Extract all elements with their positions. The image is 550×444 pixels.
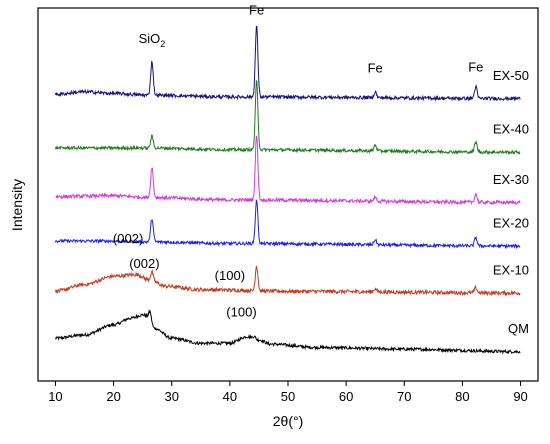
x-tick-label: 60 (339, 389, 353, 404)
y-axis-title: Intensity (9, 179, 25, 231)
peak-annotation: Fe (468, 60, 483, 75)
series-traces (54, 25, 521, 355)
x-tick-label: 80 (455, 389, 469, 404)
x-tick-label: 30 (164, 389, 178, 404)
series-label-ex-50: EX-50 (493, 68, 529, 83)
peak-annotation: SiO2 (139, 31, 166, 49)
peak-annotation: Fe (368, 61, 383, 76)
peak-annotation: (100) (226, 305, 256, 320)
series-label-qm: QM (508, 321, 529, 336)
trace-ex-20 (54, 199, 521, 250)
trace-ex-30 (55, 135, 521, 206)
peak-annotation: (002) (129, 256, 159, 271)
trace-ex-40 (54, 79, 521, 156)
series-label-ex-30: EX-30 (493, 172, 529, 187)
x-tick-label: 40 (223, 389, 237, 404)
trace-qm (54, 308, 521, 355)
x-axis-title: 2θ(°) (273, 413, 304, 429)
x-tick-label: 10 (48, 389, 62, 404)
series-label-ex-20: EX-20 (493, 216, 529, 231)
x-tick-label: 70 (397, 389, 411, 404)
x-axis-ticks: 10 20 30 40 50 60 70 80 90 (48, 381, 528, 404)
x-tick-label: 90 (513, 389, 527, 404)
series-label-ex-40: EX-40 (493, 122, 529, 137)
peak-annotation: Fe (249, 3, 264, 18)
peak-annotations: SiO2 Fe Fe Fe (002) (100) (002) (100) (113, 3, 483, 320)
series-labels: QM EX-10 EX-20 EX-30 EX-40 EX-50 (493, 68, 529, 336)
peak-annotation: (002) (113, 231, 143, 246)
x-tick-label: 50 (281, 389, 295, 404)
trace-ex-10 (54, 264, 521, 297)
peak-annotation: (100) (215, 268, 245, 283)
trace-ex-50 (54, 25, 521, 102)
x-tick-label: 20 (106, 389, 120, 404)
series-label-ex-10: EX-10 (493, 263, 529, 278)
